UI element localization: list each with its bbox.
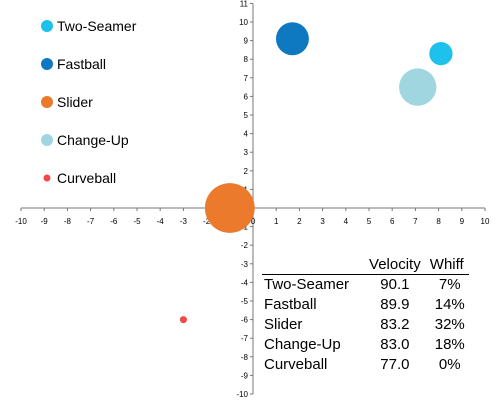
y-tick-label: 3 [244,148,249,157]
y-tick-label: 10 [239,18,248,27]
pitch-name: Change-Up [264,336,341,353]
x-tick-label: -6 [110,217,118,226]
table-row: Slider 83.2 32% [262,315,469,335]
pitch-whiff: 32% [434,316,465,333]
pitch-name: Fastball [264,296,317,313]
x-tick-label: -7 [87,217,95,226]
bubbles [179,22,453,324]
x-tick-label: -3 [180,217,188,226]
x-tick-label: 2 [297,217,302,226]
pitch-velocity: 83.0 [380,336,410,353]
table-row: Curveball 77.0 0% [262,355,469,375]
y-tick-label: -3 [241,260,249,269]
x-tick-label: 9 [460,217,465,226]
y-tick-label: 7 [244,74,249,83]
x-tick-label: 7 [413,217,418,226]
pitch-whiff: 14% [434,296,465,313]
table-header-velocity: Velocity [365,255,425,275]
pitch-stats-table: Velocity Whiff Two-Seamer 90.1 7% Fastba… [262,255,469,375]
y-tick-label: 5 [244,111,249,120]
pitch-whiff: 0% [438,356,461,373]
legend-label: Change-Up [57,132,129,148]
x-tick-label: 3 [320,217,325,226]
legend-marker [41,134,53,146]
legend-marker [43,174,51,182]
x-tick-label: 1 [274,217,279,226]
table-header-whiff: Whiff [424,255,469,275]
pitch-velocity: 83.2 [380,316,410,333]
legend-marker [41,96,53,108]
x-tick-label: -8 [64,217,72,226]
x-tick-label: 0 [251,217,256,226]
y-tick-label: 9 [244,37,249,46]
bubble-change-up [399,68,437,106]
y-tick-label: -5 [241,297,249,306]
pitch-whiff: 7% [438,276,461,293]
y-tick-label: 4 [244,130,249,139]
legend-label: Two-Seamer [57,18,137,34]
pitch-name: Two-Seamer [264,276,350,293]
x-tick-label: -5 [133,217,141,226]
legend-label: Curveball [57,170,116,186]
y-tick-label: 6 [244,92,249,101]
y-tick-label: -4 [241,278,249,287]
x-tick-label: 6 [390,217,395,226]
pitch-velocity: 89.9 [380,296,410,313]
x-tick-label: -4 [157,217,165,226]
y-tick-label: 2 [244,167,249,176]
x-tick-label: 4 [344,217,349,226]
pitch-whiff: 18% [434,336,465,353]
x-tick-label: 5 [367,217,372,226]
table-row: Change-Up 83.0 18% [262,335,469,355]
y-tick-label: -7 [241,334,249,343]
bubble-curveball [179,316,187,324]
y-tick-label: -8 [241,353,249,362]
table-row: Two-Seamer 90.1 7% [262,275,469,296]
legend-label: Slider [57,94,93,110]
legend-label: Fastball [57,56,106,72]
y-tick-label: -2 [241,241,249,250]
legend-marker [41,58,53,70]
pitch-name: Slider [264,316,303,333]
table-header-row: Velocity Whiff [262,255,469,275]
y-tick-label: -10 [236,390,248,399]
x-tick-label: -10 [15,217,27,226]
y-tick-label: 8 [244,55,249,64]
pitch-velocity: 90.1 [380,276,410,293]
y-tick-label: 11 [240,0,249,8]
table-header-pitch [262,255,366,275]
legend: Two-Seamer Fastball Slider Change-Up Curveba… [41,18,137,186]
bubble-fastball [275,22,309,56]
y-tick-label: -9 [241,371,249,380]
pitch-velocity: 77.0 [380,356,410,373]
tick-labels: -10-9-8-7-6-5-4-3-2-1012345678910-10-9-8… [15,0,490,399]
x-tick-label: 10 [481,217,490,226]
x-tick-label: -9 [41,217,49,226]
legend-marker [41,20,53,32]
table-row: Fastball 89.9 14% [262,295,469,315]
x-tick-label: -2 [203,217,211,226]
pitch-name: Curveball [264,356,328,373]
bubble-slider [204,183,255,233]
y-tick-label: -6 [241,316,249,325]
bubble-two-seamer [429,41,453,66]
x-tick-label: 8 [436,217,441,226]
